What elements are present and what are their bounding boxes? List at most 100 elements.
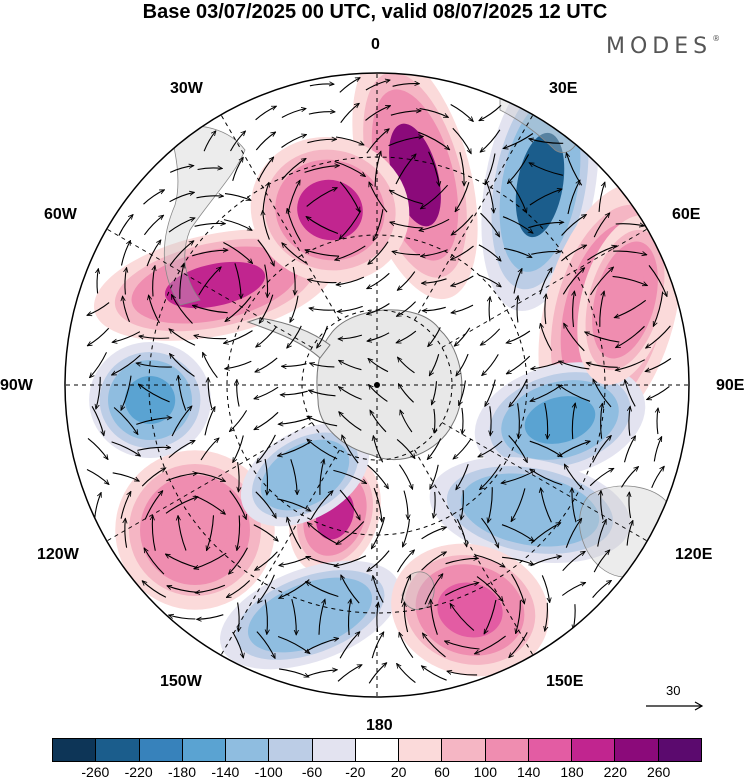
- wind-vector: [657, 408, 658, 435]
- wind-vector: [279, 668, 309, 678]
- wind-vector: [287, 325, 302, 348]
- label-120w: 120W: [37, 546, 79, 563]
- wind-vector: [592, 379, 612, 408]
- wind-vector: [388, 136, 424, 147]
- wind-vector: [565, 518, 581, 548]
- wind-vector: [369, 182, 388, 213]
- wind-vector: [91, 406, 104, 435]
- wind-vector: [308, 279, 337, 284]
- wind-vector: [96, 376, 101, 409]
- wind-vector: [307, 415, 338, 427]
- wind-vector: [597, 519, 607, 547]
- wind-vector: [428, 327, 441, 346]
- wind-vector: [113, 407, 138, 435]
- wind-vector: [263, 210, 270, 240]
- label-150e: 150E: [546, 673, 584, 690]
- wind-vector: [196, 196, 224, 198]
- wind-vector: [255, 551, 278, 571]
- wind-vector: [277, 635, 310, 654]
- wind-vector: [444, 583, 479, 596]
- wind-vector: [561, 583, 585, 596]
- wind-vector: [615, 224, 645, 226]
- wind-vector: [480, 328, 501, 345]
- wind-vector: [398, 357, 415, 374]
- colorbar-segment: [399, 739, 443, 761]
- wind-vector: [653, 437, 663, 462]
- colorbar-segment: [528, 739, 573, 761]
- map-frame: [64, 72, 690, 698]
- wind-vector: [258, 574, 275, 603]
- wind-vector: [488, 487, 493, 523]
- wind-vector: [287, 517, 302, 550]
- positive-anomaly: [250, 136, 410, 284]
- wind-vector: [112, 354, 141, 376]
- wind-vector: [280, 390, 308, 395]
- wind-vector: [307, 523, 337, 544]
- wind-vector: [541, 575, 549, 602]
- wind-vector: [371, 632, 384, 659]
- wind-vector: [365, 106, 391, 121]
- wind-vector: [195, 584, 226, 593]
- wind-vector: [226, 580, 251, 598]
- wind-vector: [646, 325, 671, 348]
- wind-vector: [230, 131, 246, 152]
- wind-vector: [562, 268, 584, 295]
- wind-vector: [545, 602, 548, 631]
- wind-vector: [349, 599, 351, 636]
- wind-vector: [423, 633, 446, 658]
- wind-vector: [232, 631, 244, 658]
- wind-vector: [593, 213, 610, 238]
- wind-vector: [342, 435, 359, 464]
- wind-vector: [651, 466, 665, 489]
- wind-vector: [529, 139, 564, 144]
- wind-vector: [204, 407, 216, 436]
- wind-vector: [207, 515, 215, 550]
- wind-vector: [367, 550, 390, 572]
- wind-vector: [508, 435, 528, 463]
- wind-vector: [462, 407, 463, 434]
- wind-vector: [613, 250, 647, 255]
- label-60w: 60W: [44, 206, 77, 223]
- colorbar-tick-label: 180: [560, 764, 584, 780]
- wind-vector: [428, 151, 440, 186]
- wind-vector: [304, 166, 340, 173]
- wind-vector: [165, 497, 198, 514]
- south-pole-dot: [374, 382, 380, 388]
- wind-vector: [291, 598, 296, 635]
- wind-vector: [530, 556, 562, 567]
- colorbar-segment: [139, 739, 183, 761]
- wind-vector: [459, 152, 464, 186]
- label-0: 0: [371, 36, 380, 53]
- wind-vector: [598, 182, 605, 212]
- wind-vector: [203, 131, 216, 152]
- wind-vector: [489, 297, 490, 322]
- wind-vector: [234, 263, 241, 298]
- wind-vector: [421, 551, 447, 571]
- wind-vector: [169, 241, 194, 266]
- wind-vector: [287, 208, 302, 242]
- wind-vector: [450, 604, 475, 631]
- wind-vector: [264, 458, 267, 495]
- wind-vector: [307, 139, 336, 144]
- wind-vector: [305, 250, 340, 257]
- wind-vector: [434, 408, 435, 433]
- wind-vector: [338, 334, 363, 339]
- wind-vector: [420, 249, 448, 257]
- wind-vector: [621, 467, 639, 488]
- wind-vector: [615, 359, 645, 371]
- wind-vector: [452, 127, 472, 153]
- wind-vector: [559, 361, 590, 370]
- wind-vector: [445, 641, 480, 650]
- wind-vector: [652, 291, 664, 327]
- wind-vector: [506, 330, 531, 343]
- colorbar-segment: [572, 739, 616, 761]
- wind-vector: [612, 275, 648, 287]
- wind-vector: [152, 515, 156, 551]
- wind-vector: [153, 266, 155, 297]
- wind-vector: [450, 104, 474, 122]
- colorbar-tick-label: 100: [473, 764, 498, 780]
- wind-vector: [421, 666, 447, 681]
- wind-vector: [529, 163, 564, 176]
- wind-vector: [502, 556, 534, 564]
- wind-vector: [335, 136, 364, 146]
